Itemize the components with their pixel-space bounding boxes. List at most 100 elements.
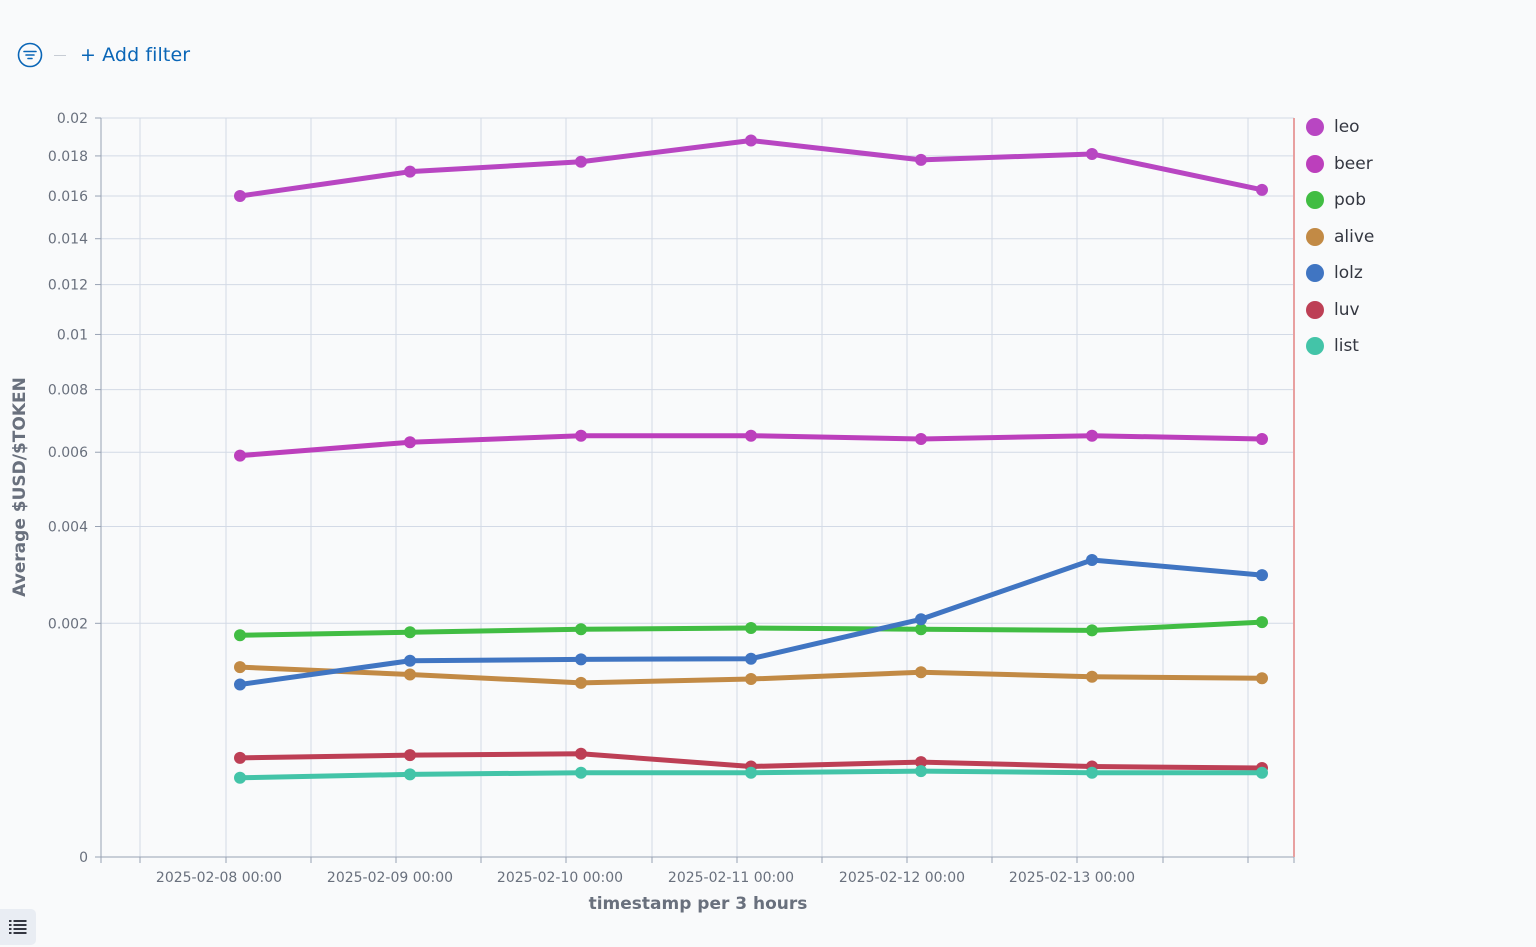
data-point-alive[interactable] bbox=[234, 661, 246, 674]
legend-swatch bbox=[1306, 300, 1324, 319]
data-point-alive[interactable] bbox=[404, 668, 416, 681]
legend-item-pob[interactable]: pob bbox=[1306, 182, 1506, 219]
y-tick-label: 0.002 bbox=[48, 616, 88, 632]
data-point-luv[interactable] bbox=[575, 747, 587, 760]
series-line-leo[interactable] bbox=[237, 138, 1265, 199]
data-point-leo[interactable] bbox=[575, 155, 587, 168]
data-point-lolz[interactable] bbox=[575, 653, 587, 666]
legend-label: list bbox=[1334, 336, 1359, 357]
filter-icon[interactable] bbox=[16, 41, 44, 69]
legend-item-list[interactable]: list bbox=[1306, 328, 1506, 365]
data-point-beer[interactable] bbox=[404, 436, 416, 449]
series-pob bbox=[234, 616, 1268, 642]
series-alive bbox=[234, 661, 1268, 689]
data-point-lolz[interactable] bbox=[404, 654, 416, 667]
legend-label: leo bbox=[1334, 117, 1360, 138]
data-point-beer[interactable] bbox=[1086, 429, 1098, 442]
data-point-alive[interactable] bbox=[745, 673, 757, 686]
data-point-luv[interactable] bbox=[915, 756, 927, 769]
y-tick-label: 0.016 bbox=[48, 189, 88, 205]
series-luv bbox=[234, 747, 1268, 775]
y-tick-label: 0.006 bbox=[48, 445, 88, 461]
legend-item-luv[interactable]: luv bbox=[1306, 292, 1506, 329]
data-point-leo[interactable] bbox=[1086, 147, 1098, 160]
data-point-pob[interactable] bbox=[915, 623, 927, 636]
data-point-list[interactable] bbox=[575, 766, 587, 779]
x-tick-label: 2025-02-12 00:00 bbox=[839, 870, 965, 886]
data-point-leo[interactable] bbox=[404, 165, 416, 178]
data-point-beer[interactable] bbox=[234, 449, 246, 462]
data-point-luv[interactable] bbox=[404, 749, 416, 762]
data-point-beer[interactable] bbox=[575, 429, 587, 442]
x-axis-title: timestamp per 3 hours bbox=[589, 894, 808, 914]
data-point-beer[interactable] bbox=[745, 429, 757, 442]
legend-swatch bbox=[1306, 154, 1324, 173]
legend-label: beer bbox=[1334, 153, 1373, 174]
data-point-luv[interactable] bbox=[234, 751, 246, 764]
chart-series bbox=[234, 134, 1268, 784]
filter-bar: + Add filter bbox=[16, 38, 190, 72]
data-point-pob[interactable] bbox=[745, 622, 757, 635]
data-point-leo[interactable] bbox=[915, 153, 927, 166]
legend-label: lolz bbox=[1334, 263, 1363, 284]
y-tick-label: 0.01 bbox=[57, 327, 88, 343]
data-point-list[interactable] bbox=[1256, 766, 1268, 779]
data-point-alive[interactable] bbox=[915, 666, 927, 679]
legend-item-beer[interactable]: beer bbox=[1306, 146, 1506, 183]
legend-swatch bbox=[1306, 191, 1324, 210]
series-lolz bbox=[234, 554, 1268, 691]
y-tick-label: 0.018 bbox=[48, 149, 88, 165]
data-point-lolz[interactable] bbox=[745, 652, 757, 665]
data-point-list[interactable] bbox=[915, 765, 927, 778]
data-point-pob[interactable] bbox=[575, 623, 587, 636]
data-point-leo[interactable] bbox=[1256, 183, 1268, 196]
data-point-pob[interactable] bbox=[234, 629, 246, 642]
toggle-legend-button[interactable] bbox=[0, 909, 36, 945]
y-tick-label: 0.02 bbox=[57, 111, 88, 127]
data-point-lolz[interactable] bbox=[234, 678, 246, 691]
legend-label: luv bbox=[1334, 299, 1360, 320]
legend-swatch bbox=[1306, 264, 1324, 283]
data-point-beer[interactable] bbox=[915, 432, 927, 445]
data-point-list[interactable] bbox=[234, 771, 246, 784]
legend-swatch bbox=[1306, 118, 1324, 137]
chart-legend: leo beer pob alive lolz luv list bbox=[1306, 109, 1506, 365]
list-icon bbox=[9, 920, 27, 934]
series-leo bbox=[234, 134, 1268, 203]
data-point-list[interactable] bbox=[745, 766, 757, 779]
data-point-leo[interactable] bbox=[234, 190, 246, 203]
data-point-pob[interactable] bbox=[1256, 616, 1268, 629]
data-point-list[interactable] bbox=[404, 768, 416, 781]
data-point-leo[interactable] bbox=[745, 134, 757, 147]
data-point-beer[interactable] bbox=[1256, 432, 1268, 445]
data-point-lolz[interactable] bbox=[915, 613, 927, 626]
data-point-pob[interactable] bbox=[1086, 624, 1098, 637]
x-tick-label: 2025-02-09 00:00 bbox=[327, 870, 453, 886]
legend-item-lolz[interactable]: lolz bbox=[1306, 255, 1506, 292]
chart-grid bbox=[101, 117, 1294, 858]
y-tick-label: 0.008 bbox=[48, 383, 88, 399]
x-tick-label: 2025-02-13 00:00 bbox=[1009, 870, 1135, 886]
x-tick-label: 2025-02-11 00:00 bbox=[668, 870, 794, 886]
y-tick-label: 0.014 bbox=[48, 232, 88, 248]
legend-label: alive bbox=[1334, 226, 1375, 247]
series-list bbox=[234, 765, 1268, 784]
data-point-lolz[interactable] bbox=[1086, 554, 1098, 567]
data-point-lolz[interactable] bbox=[1256, 569, 1268, 582]
legend-item-leo[interactable]: leo bbox=[1306, 109, 1506, 146]
x-tick-label: 2025-02-08 00:00 bbox=[156, 870, 282, 886]
legend-item-alive[interactable]: alive bbox=[1306, 219, 1506, 256]
chart-axes: 0 0.002 0.004 0.006 0.008 0.01 0.012 0.014 0.016… bbox=[48, 111, 1295, 886]
data-point-alive[interactable] bbox=[1256, 672, 1268, 685]
data-point-alive[interactable] bbox=[1086, 670, 1098, 683]
y-axis-title: Average $USD/$TOKEN bbox=[10, 377, 30, 597]
legend-swatch bbox=[1306, 337, 1324, 356]
data-point-list[interactable] bbox=[1086, 766, 1098, 779]
data-point-alive[interactable] bbox=[575, 676, 587, 689]
data-point-pob[interactable] bbox=[404, 626, 416, 639]
series-beer bbox=[234, 429, 1268, 462]
filter-separator bbox=[54, 54, 66, 56]
add-filter-button[interactable]: + Add filter bbox=[80, 44, 191, 66]
